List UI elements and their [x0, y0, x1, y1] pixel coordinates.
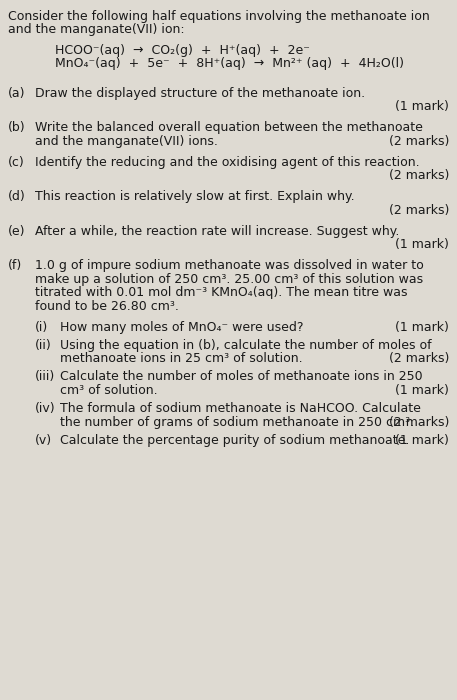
Text: (d): (d): [8, 190, 26, 203]
Text: (a): (a): [8, 87, 26, 100]
Text: (2 marks): (2 marks): [388, 416, 449, 428]
Text: After a while, the reaction rate will increase. Suggest why.: After a while, the reaction rate will in…: [35, 225, 399, 238]
Text: (1 mark): (1 mark): [395, 434, 449, 447]
Text: (e): (e): [8, 225, 26, 238]
Text: Identify the reducing and the oxidising agent of this reaction.: Identify the reducing and the oxidising …: [35, 156, 420, 169]
Text: Draw the displayed structure of the methanoate ion.: Draw the displayed structure of the meth…: [35, 87, 365, 100]
Text: methanoate ions in 25 cm³ of solution.: methanoate ions in 25 cm³ of solution.: [60, 352, 303, 365]
Text: (2 marks): (2 marks): [388, 169, 449, 182]
Text: make up a solution of 250 cm³. 25.00 cm³ of this solution was: make up a solution of 250 cm³. 25.00 cm³…: [35, 272, 423, 286]
Text: (iv): (iv): [35, 402, 56, 415]
Text: (ii): (ii): [35, 339, 52, 351]
Text: (1 mark): (1 mark): [395, 384, 449, 397]
Text: (1 mark): (1 mark): [395, 321, 449, 333]
Text: HCOO⁻(aq)  →  CO₂(g)  +  H⁺(aq)  +  2e⁻: HCOO⁻(aq) → CO₂(g) + H⁺(aq) + 2e⁻: [55, 43, 310, 57]
Text: (v): (v): [35, 434, 52, 447]
Text: Using the equation in (b), calculate the number of moles of: Using the equation in (b), calculate the…: [60, 339, 431, 351]
Text: MnO₄⁻(aq)  +  5e⁻  +  8H⁺(aq)  →  Mn²⁺ (aq)  +  4H₂O(l): MnO₄⁻(aq) + 5e⁻ + 8H⁺(aq) → Mn²⁺ (aq) + …: [55, 57, 404, 70]
Text: (c): (c): [8, 156, 25, 169]
Text: and the manganate(VII) ions.: and the manganate(VII) ions.: [35, 135, 218, 148]
Text: (2 marks): (2 marks): [388, 135, 449, 148]
Text: (2 marks): (2 marks): [388, 352, 449, 365]
Text: Consider the following half equations involving the methanoate ion: Consider the following half equations in…: [8, 10, 430, 23]
Text: (1 mark): (1 mark): [395, 238, 449, 251]
Text: (1 mark): (1 mark): [395, 101, 449, 113]
Text: (b): (b): [8, 121, 26, 134]
Text: found to be 26.80 cm³.: found to be 26.80 cm³.: [35, 300, 179, 313]
Text: Calculate the percentage purity of sodium methanoate.: Calculate the percentage purity of sodiu…: [60, 434, 409, 447]
Text: The formula of sodium methanoate is NaHCOO. Calculate: The formula of sodium methanoate is NaHC…: [60, 402, 421, 415]
Text: and the manganate(VII) ion:: and the manganate(VII) ion:: [8, 24, 185, 36]
Text: (iii): (iii): [35, 370, 55, 384]
Text: (2 marks): (2 marks): [388, 204, 449, 217]
Text: Calculate the number of moles of methanoate ions in 250: Calculate the number of moles of methano…: [60, 370, 423, 384]
Text: titrated with 0.01 mol dm⁻³ KMnO₄(aq). The mean titre was: titrated with 0.01 mol dm⁻³ KMnO₄(aq). T…: [35, 286, 408, 299]
Text: 1.0 g of impure sodium methanoate was dissolved in water to: 1.0 g of impure sodium methanoate was di…: [35, 259, 424, 272]
Text: cm³ of solution.: cm³ of solution.: [60, 384, 158, 397]
Text: (i): (i): [35, 321, 48, 333]
Text: (f): (f): [8, 259, 22, 272]
Text: Write the balanced overall equation between the methanoate: Write the balanced overall equation betw…: [35, 121, 423, 134]
Text: How many moles of MnO₄⁻ were used?: How many moles of MnO₄⁻ were used?: [60, 321, 303, 333]
Text: This reaction is relatively slow at first. Explain why.: This reaction is relatively slow at firs…: [35, 190, 355, 203]
Text: the number of grams of sodium methanoate in 250 cm³.: the number of grams of sodium methanoate…: [60, 416, 414, 428]
